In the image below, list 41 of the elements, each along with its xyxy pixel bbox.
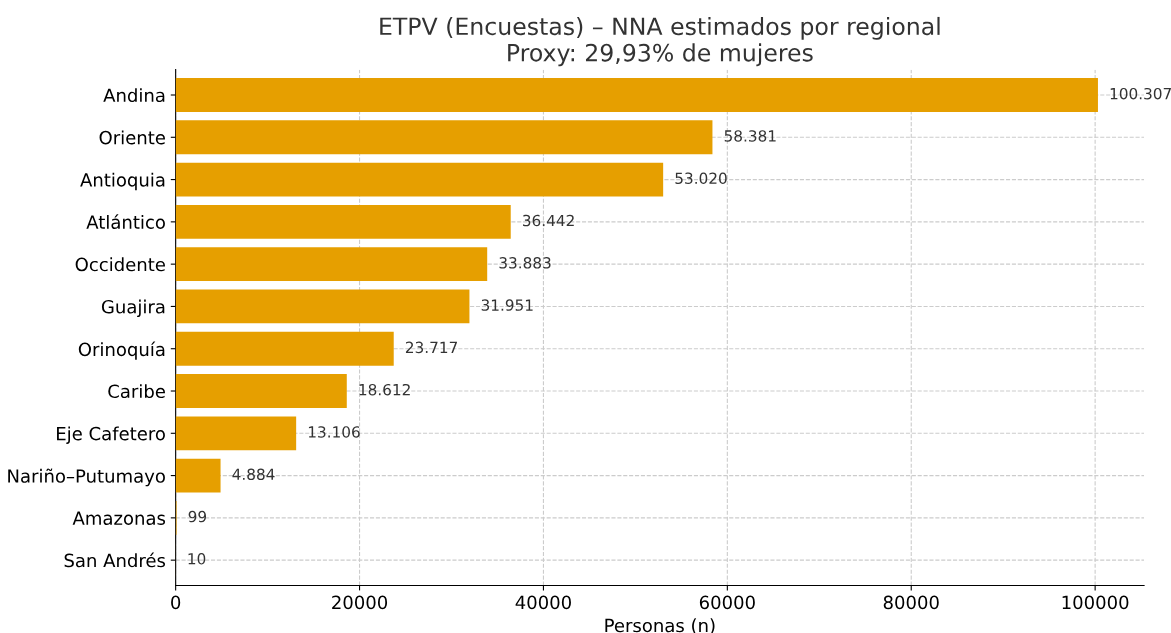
x-tick-label: 20000 xyxy=(332,595,388,610)
x-tick-label: 60000 xyxy=(699,595,755,610)
data-label: 36.442 xyxy=(523,214,574,227)
y-tick-label: San Andrés xyxy=(64,552,166,568)
x-tick-label: 100000 xyxy=(1062,595,1129,610)
data-label: 99 xyxy=(188,510,207,523)
data-label: 4.884 xyxy=(232,468,275,481)
data-label: 100.307 xyxy=(1110,87,1171,100)
data-label: 31.951 xyxy=(481,299,533,311)
y-tick-label: Oriente xyxy=(99,130,165,145)
y-tick-label: Antioquia xyxy=(80,172,165,191)
bar xyxy=(175,120,713,155)
data-label: 33.883 xyxy=(499,257,551,269)
y-tick-label: Orinoquía xyxy=(78,341,165,360)
data-label: 10 xyxy=(188,553,206,565)
bar xyxy=(175,416,297,451)
y-tick-label: Guajira xyxy=(101,299,165,318)
y-tick-label: Atlántico xyxy=(86,214,165,229)
bar xyxy=(175,78,1098,112)
x-tick-label: 80000 xyxy=(883,595,939,610)
y-tick-label: Andina xyxy=(103,88,165,103)
y-tick-label: Eje Cafetero xyxy=(57,426,165,444)
bar xyxy=(175,374,347,408)
y-tick-label: Amazonas xyxy=(72,511,166,525)
data-label: 18.612 xyxy=(359,383,410,396)
bar xyxy=(175,331,394,366)
bar xyxy=(175,162,664,197)
y-tick-label: Occidente xyxy=(75,257,165,272)
bar xyxy=(175,289,470,324)
data-label: 53.020 xyxy=(675,172,727,185)
x-tick-label: 0 xyxy=(171,595,181,610)
bar xyxy=(175,247,488,282)
data-label: 23.717 xyxy=(405,341,457,354)
y-tick-label: Nariño–Putumayo xyxy=(8,468,165,487)
chart-title: ETPV (Encuestas) – NNA estimados por regional Proxy: 29,93% de mujeres xyxy=(380,16,940,67)
bar xyxy=(175,204,511,239)
data-label: 13.106 xyxy=(308,426,360,438)
bar xyxy=(175,458,221,493)
x-tick-label: 40000 xyxy=(515,595,571,610)
y-tick-label: Caribe xyxy=(108,384,165,399)
data-label: 58.381 xyxy=(724,130,776,142)
